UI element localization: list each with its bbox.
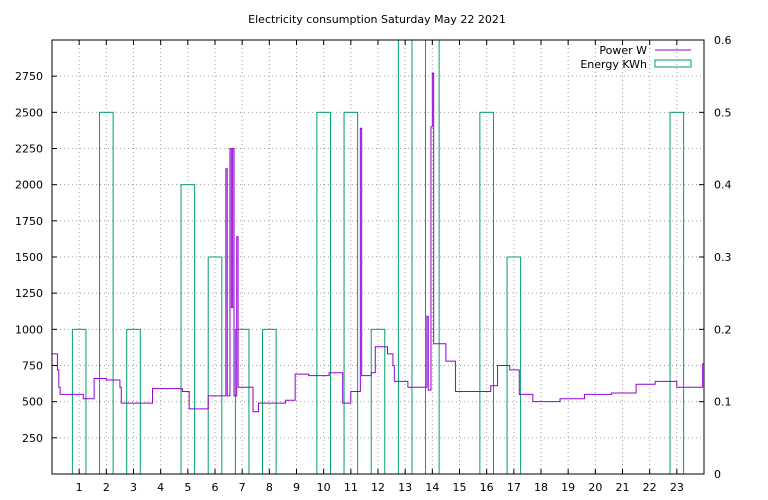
x-tick-label: 3 [130,481,137,494]
x-tick-label: 15 [453,481,467,494]
y2-tick-label: 0 [714,468,721,481]
x-tick-label: 9 [293,481,300,494]
x-tick-label: 2 [103,481,110,494]
x-tick-label: 21 [616,481,630,494]
y-tick-label: 500 [22,396,43,409]
legend-power-label: Power W [599,44,647,57]
x-tick-label: 7 [239,481,246,494]
y-tick-label: 2750 [15,70,43,83]
y2-tick-label: 0.5 [714,106,732,119]
y-tick-label: 750 [22,360,43,373]
x-tick-label: 4 [157,481,164,494]
y2-tick-label: 0.4 [714,179,732,192]
energy-bar [99,111,114,475]
y-tick-label: 2000 [15,179,43,192]
y-tick-label: 2500 [15,106,43,119]
x-tick-label: 18 [534,481,548,494]
x-tick-label: 1 [76,481,83,494]
x-tick-label: 10 [317,481,331,494]
y-tick-label: 2250 [15,143,43,156]
x-tick-label: 16 [480,481,494,494]
x-tick-label: 8 [266,481,273,494]
power-line [52,72,704,413]
x-tick-label: 5 [184,481,191,494]
y2-tick-label: 0.2 [714,323,732,336]
axis-ticks: 1 2 3 4 5 6 7 8 9 10 11 12 13 14 15 16 17 18 19 20 21 22 23250… [15,34,732,494]
chart-title: Electricity consumption Saturday May 22 … [248,13,506,26]
y2-tick-label: 0.3 [714,251,732,264]
x-tick-label: 22 [643,481,657,494]
legend-energy-label: Energy KWh [580,58,647,71]
x-tick-label: 19 [561,481,575,494]
x-tick-label: 12 [371,481,385,494]
y2-tick-label: 0.1 [714,396,732,409]
y-tick-label: 1500 [15,251,43,264]
power-series [52,72,704,413]
x-tick-label: 14 [425,481,439,494]
y-tick-label: 250 [22,432,43,445]
grid [52,40,704,474]
x-tick-label: 17 [507,481,521,494]
y-tick-label: 1000 [15,323,43,336]
energy-bar [479,111,494,475]
y-tick-label: 1750 [15,215,43,228]
legend-energy-swatch [654,59,692,68]
x-tick-label: 23 [670,481,684,494]
y2-tick-label: 0.6 [714,34,732,47]
x-tick-label: 6 [212,481,219,494]
y-tick-label: 1250 [15,287,43,300]
legend: Power W Energy KWh [580,44,692,71]
energy-bar [207,256,223,475]
x-tick-label: 13 [398,481,412,494]
x-tick-label: 11 [344,481,358,494]
x-tick-label: 20 [588,481,602,494]
energy-bar [343,111,359,475]
